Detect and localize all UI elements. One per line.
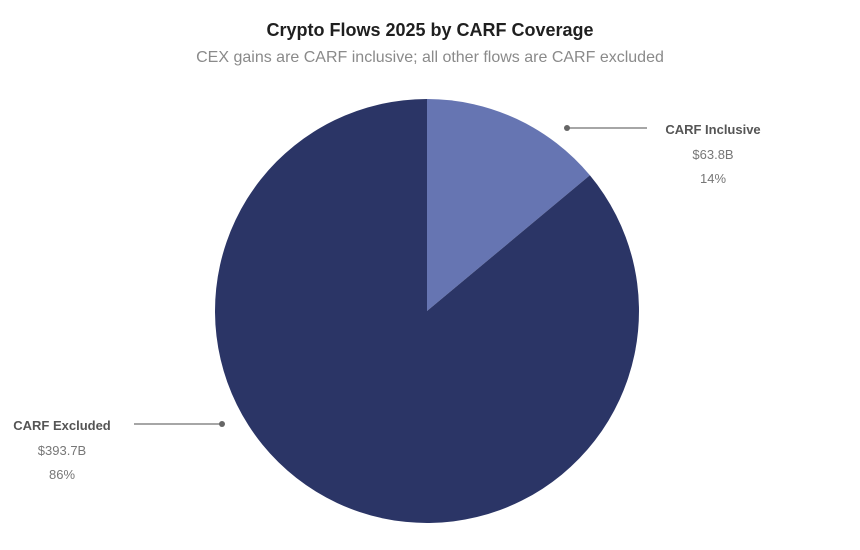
chart-subtitle: CEX gains are CARF inclusive; all other …	[196, 49, 664, 66]
slice-label-inclusive-value: $63.8B	[692, 147, 733, 162]
slice-label-excluded-name: CARF Excluded	[13, 418, 111, 433]
pie-slices	[214, 99, 639, 523]
chart-title: Crypto Flows 2025 by CARF Coverage	[266, 20, 594, 40]
pie-slice-carf-inclusive	[427, 99, 590, 311]
slice-label-group-inclusive: CARF Inclusive $63.8B 14%	[564, 122, 761, 186]
leader-dot-inclusive	[564, 125, 570, 131]
slice-label-excluded-value: $393.7B	[38, 443, 86, 458]
slice-label-inclusive-percent: 14%	[700, 171, 726, 186]
leader-dot-excluded	[219, 421, 225, 427]
slice-label-group-excluded: CARF Excluded $393.7B 86%	[13, 418, 225, 482]
pie-slice-carf-excluded	[214, 99, 639, 523]
slice-label-inclusive-name: CARF Inclusive	[665, 122, 760, 137]
slice-label-excluded-percent: 86%	[49, 467, 75, 482]
